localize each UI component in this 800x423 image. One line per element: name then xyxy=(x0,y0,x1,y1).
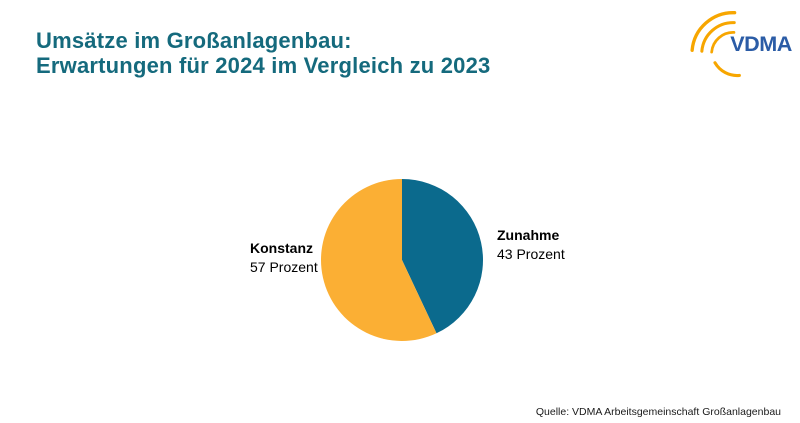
pie-chart xyxy=(321,179,483,341)
source-caption: Quelle: VDMA Arbeitsgemeinschaft Großanl… xyxy=(535,406,781,418)
title-line-2: Erwartungen für 2024 im Vergleich zu 202… xyxy=(36,53,491,78)
logo-text: VDMA xyxy=(730,31,793,56)
label-zunahme: Zunahme 43 Prozent xyxy=(497,226,565,264)
slice-value: 43 Prozent xyxy=(497,246,565,262)
slice-label: Zunahme xyxy=(497,227,560,243)
slice-value: 57 Prozent xyxy=(250,259,318,275)
logo-wave-arc-icon xyxy=(700,21,736,53)
pie-slice-zunahme xyxy=(402,179,483,334)
vdma-logo: VDMA xyxy=(690,11,793,78)
logo-wave-arc-icon xyxy=(710,31,736,54)
logo-wave-arc-icon xyxy=(690,11,737,52)
pie-slice-konstanz xyxy=(321,179,437,341)
logo-tail-arc-icon xyxy=(713,61,741,78)
slide-title: Umsätze im Großanlagenbau: Erwartungen f… xyxy=(36,28,490,78)
label-konstanz: Konstanz 57 Prozent xyxy=(250,239,318,277)
slice-label: Konstanz xyxy=(250,240,313,256)
title-line-1: Umsätze im Großanlagenbau: xyxy=(36,28,352,53)
